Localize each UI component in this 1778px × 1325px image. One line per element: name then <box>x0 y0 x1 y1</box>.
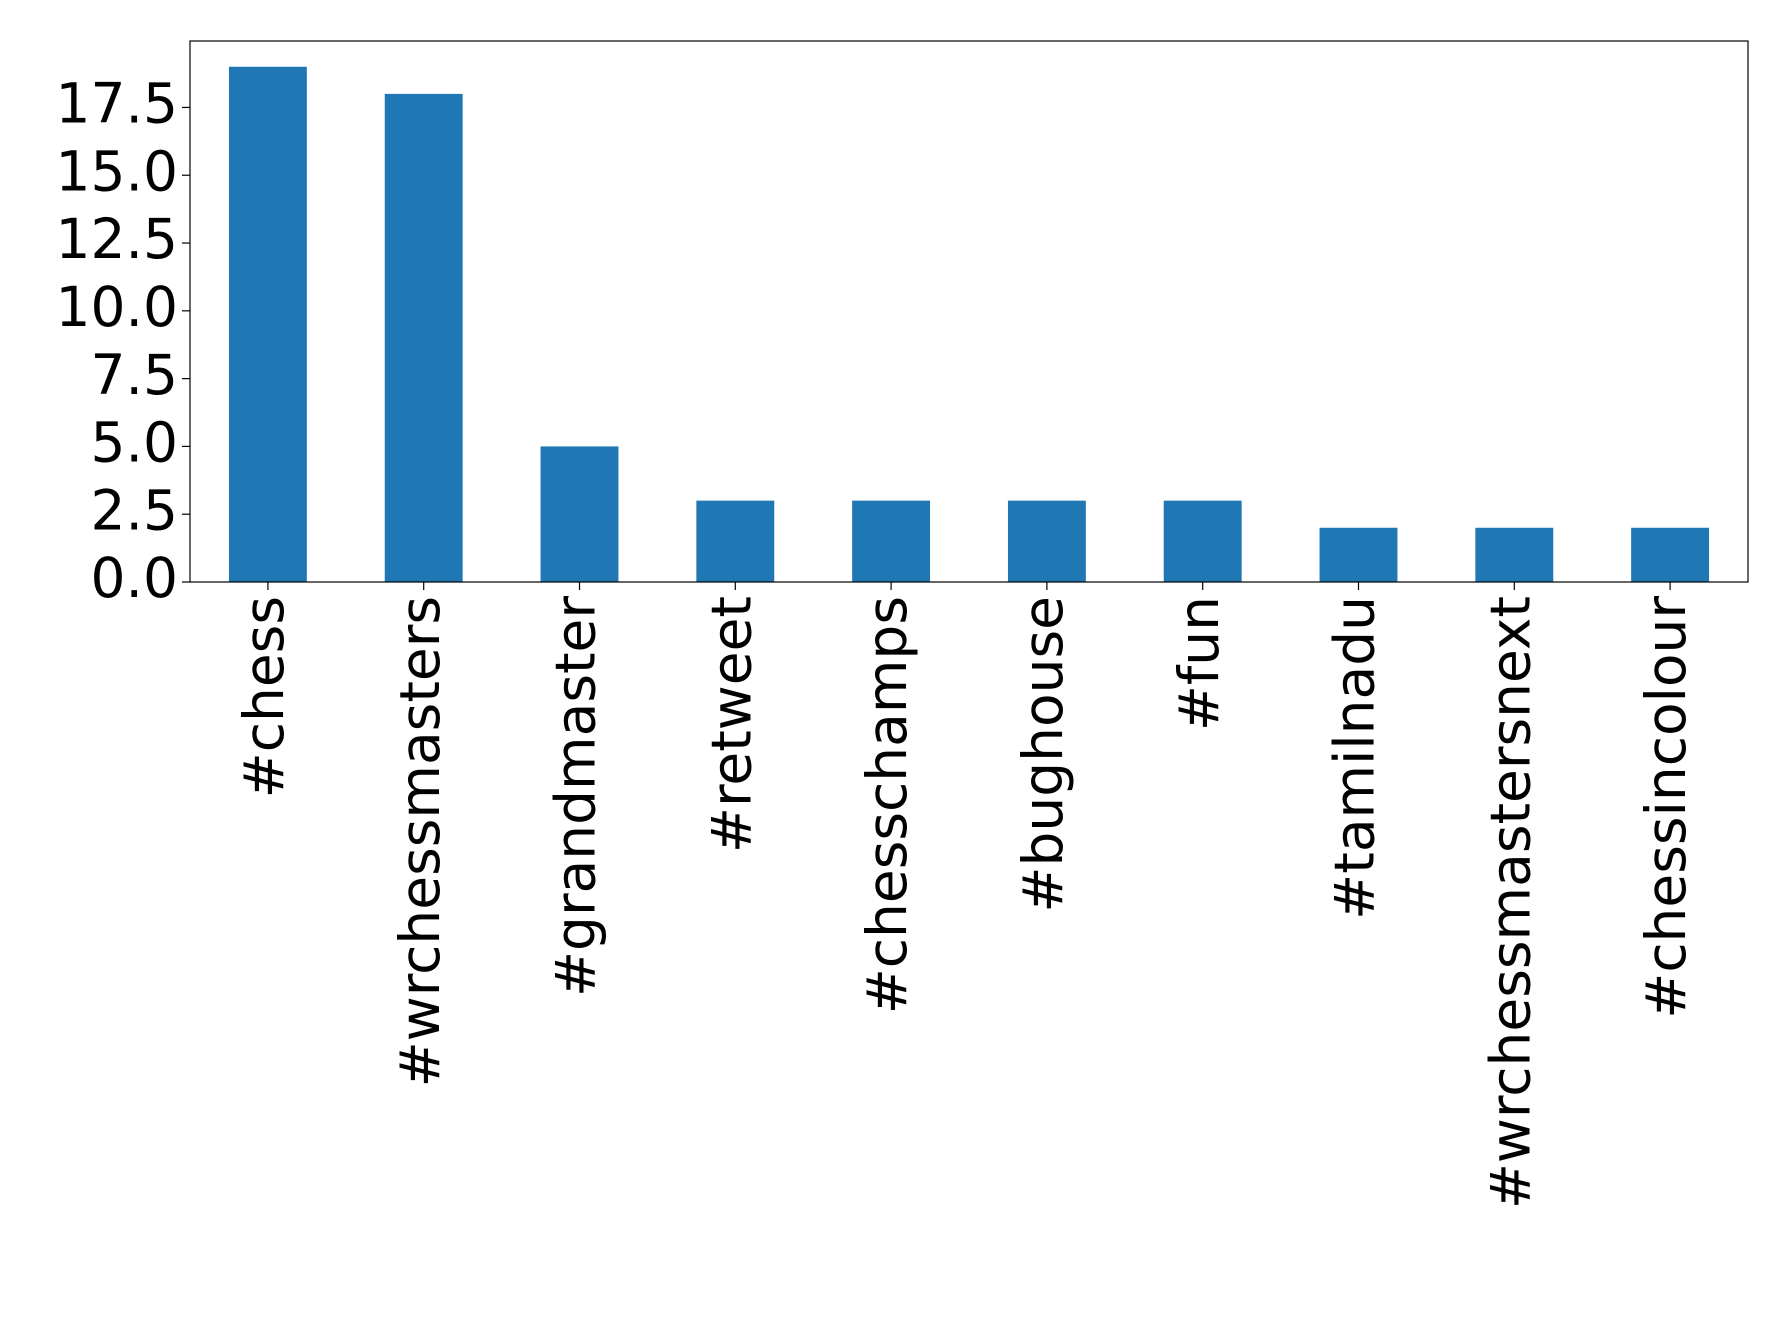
y-tick-label: 15.0 <box>56 139 178 203</box>
y-tick-label: 12.5 <box>56 207 178 271</box>
x-tick-label: #fun <box>1167 596 1231 731</box>
bar <box>1163 500 1242 582</box>
plot-frame <box>189 40 1749 583</box>
y-tick-label: 2.5 <box>91 478 178 542</box>
bar <box>1475 527 1554 582</box>
x-tick-label: #wrchessmasters <box>388 596 452 1087</box>
bar <box>696 500 775 582</box>
x-tick-label: #retweet <box>699 596 763 853</box>
x-tick-label: #chesschamps <box>855 596 919 1014</box>
x-tick-label: #wrchessmastersnext <box>1478 596 1542 1209</box>
y-tick-label: 10.0 <box>56 275 178 339</box>
bar <box>1319 527 1398 582</box>
x-tick-label: #tamilnadu <box>1323 596 1387 920</box>
y-tick-label: 17.5 <box>56 72 178 136</box>
y-tick-label: 0.0 <box>91 546 178 610</box>
bar <box>1631 527 1710 582</box>
y-tick-label: 7.5 <box>91 343 178 407</box>
x-tick-label: #bughouse <box>1011 596 1075 913</box>
x-tick-label: #chessincolour <box>1634 596 1698 1019</box>
x-tick-label: #chess <box>232 596 296 798</box>
bar <box>852 500 931 582</box>
bar <box>540 446 619 582</box>
x-tick-label: #grandmaster <box>544 596 608 997</box>
bar <box>384 93 463 582</box>
y-tick-label: 5.0 <box>91 411 178 475</box>
bar <box>1007 500 1086 582</box>
bar <box>228 66 307 582</box>
